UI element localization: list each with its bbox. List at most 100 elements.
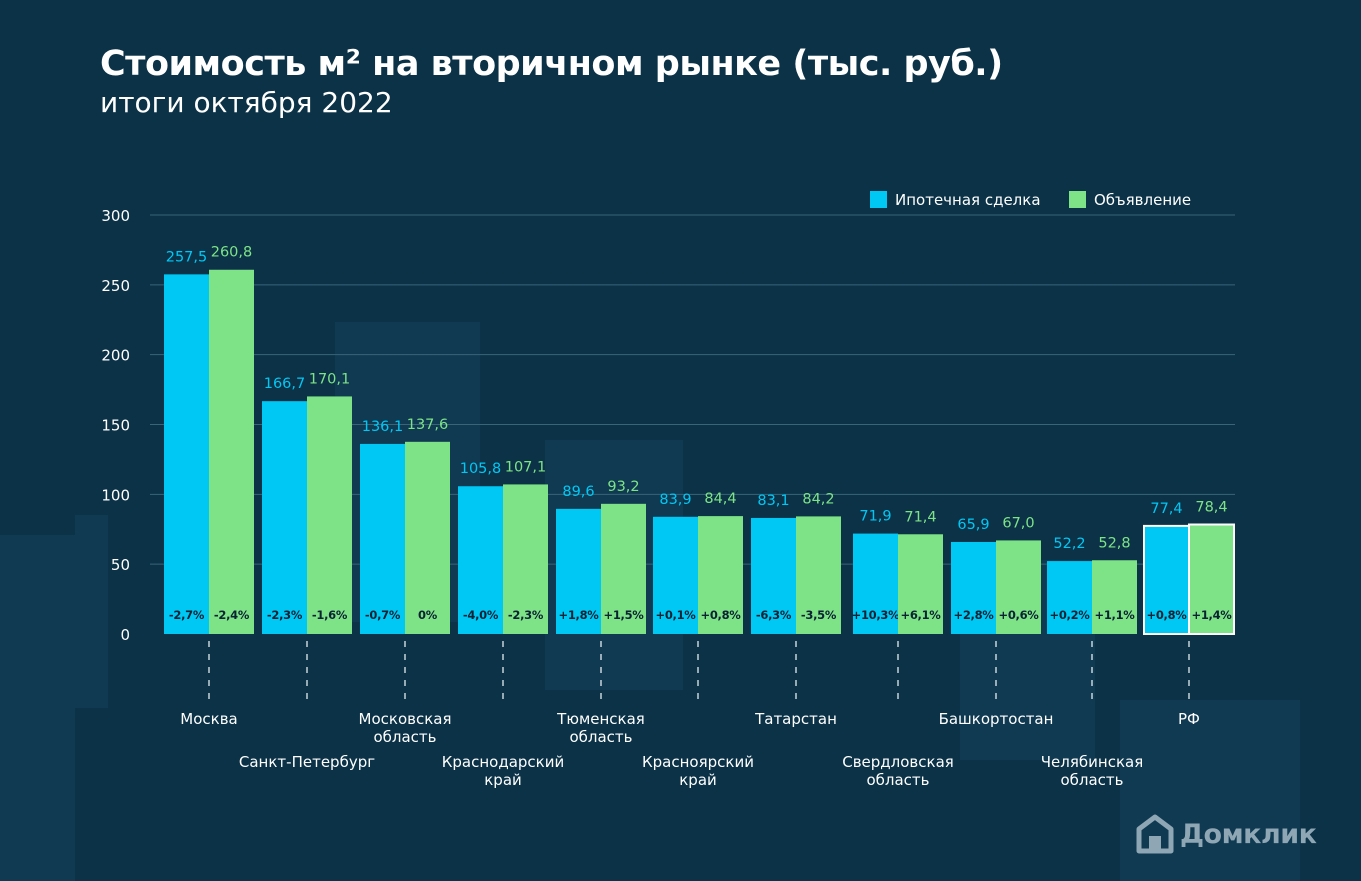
legend-label: Ипотечная сделка <box>895 191 1041 209</box>
change-label: -3,5% <box>801 608 837 622</box>
data-label: 52,8 <box>1098 535 1130 551</box>
bar-listing <box>898 534 943 634</box>
legend-swatch <box>1069 191 1086 208</box>
y-tick-label: 100 <box>101 486 130 504</box>
bar-listing <box>601 503 646 634</box>
change-label: -0,7% <box>365 608 401 622</box>
chart-title: Стоимость м² на вторичном рынке (тыс. ру… <box>100 44 1003 84</box>
category-label: область <box>1060 771 1123 789</box>
logo-text: Домклик <box>1180 818 1317 850</box>
bar-mortgage <box>653 516 698 634</box>
change-label: -1,6% <box>312 608 348 622</box>
data-label: 84,2 <box>802 491 834 507</box>
category-label: Татарстан <box>754 710 837 728</box>
category-label: Тюменская <box>556 710 645 728</box>
data-label: 67,0 <box>1002 515 1034 531</box>
change-label: +0,8% <box>700 608 741 622</box>
category-label: край <box>679 771 717 789</box>
category-label: Красноярский <box>642 753 754 771</box>
category-label: Краснодарский <box>442 753 564 771</box>
bar-mortgage <box>751 517 796 634</box>
category-label: РФ <box>1178 710 1200 728</box>
bar-mortgage <box>360 443 405 634</box>
data-label: 52,2 <box>1053 536 1085 552</box>
y-tick-label: 50 <box>111 556 130 574</box>
background-decoration <box>75 515 108 708</box>
bar-listing <box>209 269 254 634</box>
bar-listing <box>996 540 1041 634</box>
brand-logo: Домклик <box>1136 814 1317 854</box>
change-label: +6,1% <box>900 608 941 622</box>
data-label: 260,8 <box>211 245 253 261</box>
data-label: 170,1 <box>309 371 351 387</box>
category-label: область <box>373 728 436 746</box>
bar-listing <box>1188 523 1235 636</box>
change-label: +1,4% <box>1191 608 1232 622</box>
data-label: 84,4 <box>704 491 736 507</box>
change-label: +1,1% <box>1094 608 1135 622</box>
y-tick-label: 250 <box>101 277 130 295</box>
category-label: область <box>866 771 929 789</box>
change-label: +0,1% <box>655 608 696 622</box>
data-label: 136,1 <box>362 419 404 435</box>
bar-listing <box>1092 560 1137 634</box>
change-label: +0,2% <box>1049 608 1090 622</box>
change-label: +2,8% <box>953 608 994 622</box>
y-tick-label: 300 <box>101 207 130 225</box>
category-label: область <box>569 728 632 746</box>
category-label: Москва <box>180 710 237 728</box>
legend-swatch <box>870 191 887 208</box>
bar-mortgage <box>164 274 209 634</box>
bar-mortgage <box>262 401 307 634</box>
data-label: 83,1 <box>757 493 789 509</box>
change-label: -2,7% <box>169 608 205 622</box>
category-label: Санкт-Петербург <box>239 753 375 771</box>
chart-subtitle: итоги октября 2022 <box>100 86 393 119</box>
change-label: -6,3% <box>756 608 792 622</box>
category-label: Московская <box>359 710 452 728</box>
y-tick-label: 0 <box>120 626 130 644</box>
data-label: 93,2 <box>607 479 639 495</box>
bar-mortgage <box>458 486 503 634</box>
data-label: 65,9 <box>957 517 989 533</box>
background-decoration <box>0 535 75 881</box>
change-label: +0,8% <box>1146 608 1187 622</box>
house-logo-icon <box>1136 814 1174 854</box>
bar-mortgage <box>951 541 996 634</box>
data-label: 107,1 <box>505 459 547 475</box>
bar-mortgage <box>1047 561 1092 634</box>
data-label: 78,4 <box>1195 500 1227 516</box>
bar-listing <box>503 484 548 634</box>
change-label: +1,8% <box>558 608 599 622</box>
data-label: 83,9 <box>659 492 691 508</box>
y-tick-label: 150 <box>101 417 130 435</box>
bar-mortgage <box>556 508 601 634</box>
data-label: 257,5 <box>166 249 208 265</box>
data-label: 166,7 <box>264 376 306 392</box>
change-label: -2,3% <box>508 608 544 622</box>
data-label: 89,6 <box>562 484 594 500</box>
change-label: -2,4% <box>214 608 250 622</box>
bar-mortgage <box>1143 524 1190 636</box>
data-label: 137,6 <box>407 417 449 433</box>
category-label: край <box>484 771 522 789</box>
category-label: Челябинская <box>1041 753 1143 771</box>
category-label: Свердловская <box>842 753 954 771</box>
data-label: 77,4 <box>1150 501 1182 517</box>
change-label: +0,6% <box>998 608 1039 622</box>
y-tick-label: 200 <box>101 347 130 365</box>
bar-mortgage <box>853 533 898 634</box>
data-label: 71,4 <box>904 509 936 525</box>
bar-listing <box>796 516 841 634</box>
change-label: +10,3% <box>852 608 901 622</box>
data-label: 71,9 <box>859 509 891 525</box>
change-label: -2,3% <box>267 608 303 622</box>
data-label: 105,8 <box>460 461 502 477</box>
category-label: Башкортостан <box>939 710 1054 728</box>
change-label: 0% <box>418 608 438 622</box>
bar-listing <box>307 396 352 634</box>
change-label: -4,0% <box>463 608 499 622</box>
change-label: +1,5% <box>603 608 644 622</box>
legend-label: Объявление <box>1094 191 1191 209</box>
